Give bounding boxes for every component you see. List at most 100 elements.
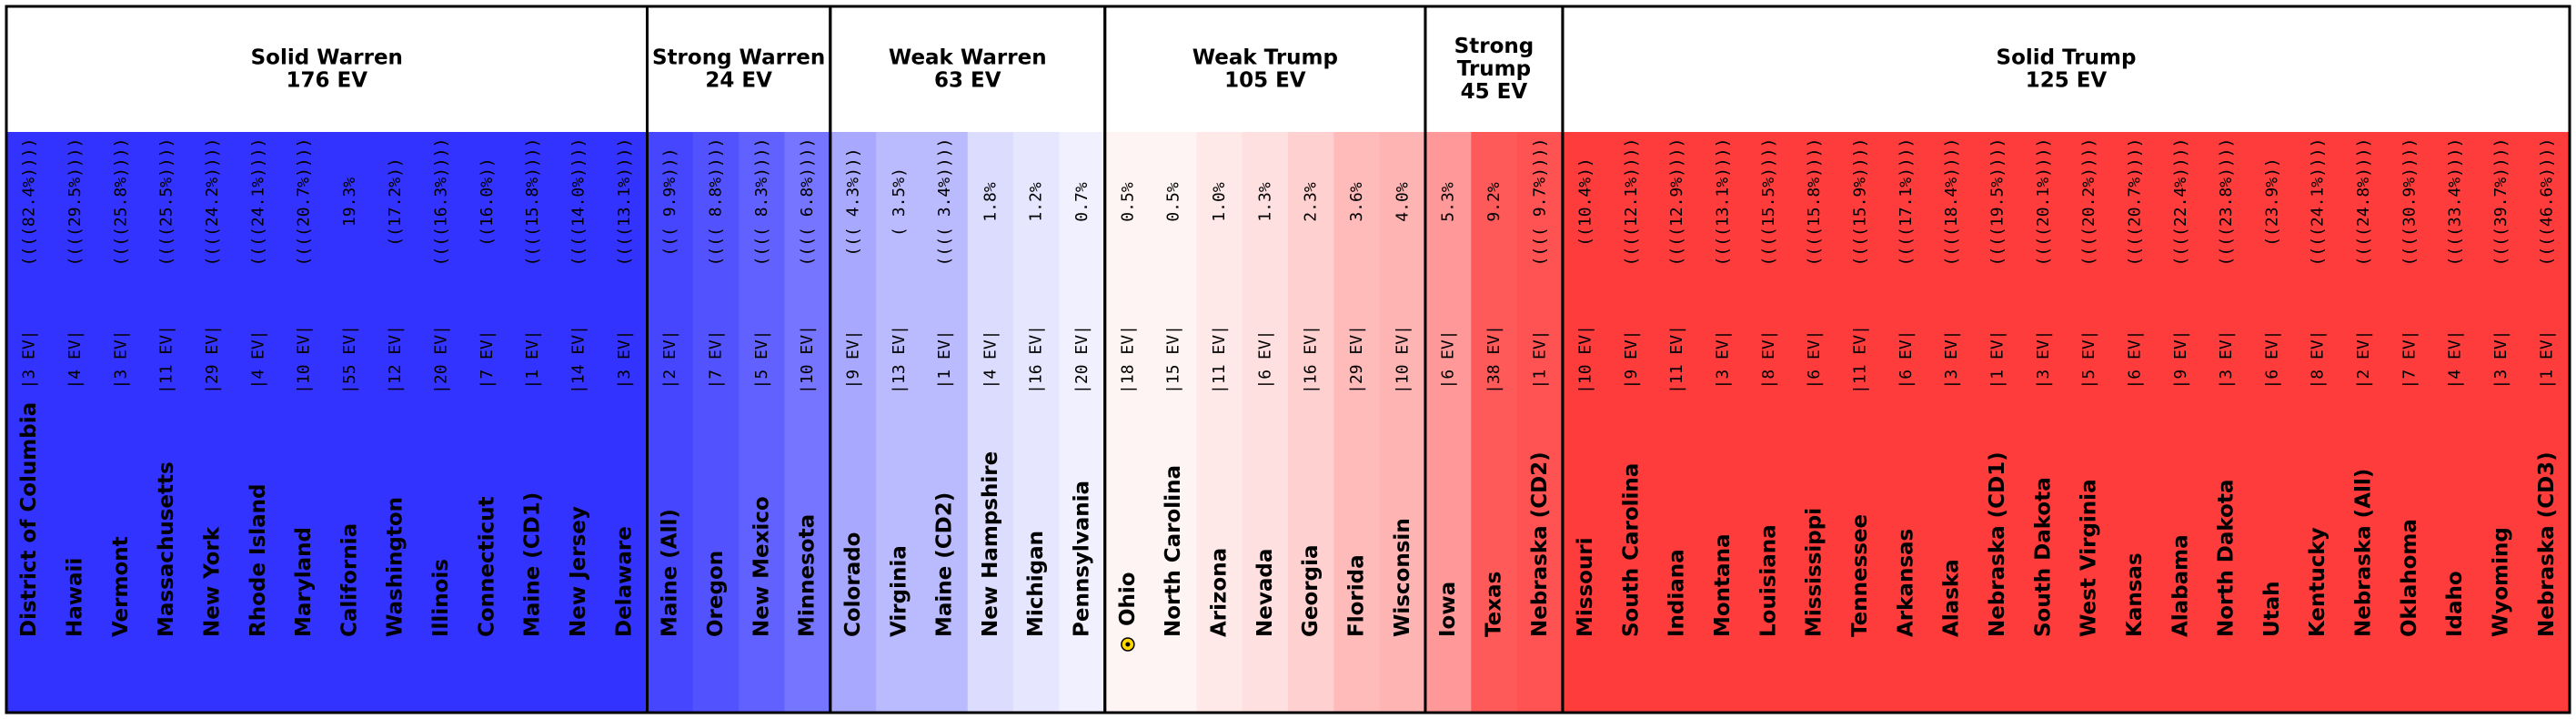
state-bar [2111,132,2158,713]
state-margin-label: ((((17.1%)))) [1897,138,1916,267]
state-bar [2432,132,2479,713]
state-bar [1013,132,1060,713]
ohio-marker-dot [1125,642,1131,647]
state-ev-label: |6 EV| [1439,329,1458,389]
state-bar [876,132,923,713]
state-ev-label: |18 EV| [1118,325,1137,394]
state-ev-label: |3 EV| [111,329,130,389]
state-bar [1699,132,1746,713]
state-margin-label: ((10.4%)) [1576,157,1595,247]
state-name-label: West Virginia [2078,479,2101,637]
state-bar [372,132,419,713]
state-ev-label: |4 EV| [981,329,1000,389]
state-margin-label: 5.3% [1439,182,1458,222]
state-ev-label: |3 EV| [615,329,634,389]
state-ev-label: |11 EV| [157,325,176,394]
state-name-label: Connecticut [475,496,498,637]
state-margin-label: ((((25.5%)))) [157,138,176,267]
state-margin-label: ((((13.1%)))) [1714,138,1733,267]
state-ev-label: |29 EV| [1347,325,1366,394]
state-bar [2295,132,2341,713]
state-ev-label: |6 EV| [1805,329,1824,389]
state-name-label: Iowa [1436,582,1460,637]
state-bar [2066,132,2113,713]
state-name-label: Maryland [292,527,316,637]
state-ev-label: |9 EV| [1622,329,1641,389]
state-bar [1791,132,1838,713]
state-ev-label: |10 EV| [798,325,817,394]
state-margin-label: ((((15.8%)))) [1805,138,1824,267]
state-ev-label: |15 EV| [1164,325,1183,394]
state-name-label: New Jersey [567,506,590,637]
state-bar [2478,132,2525,713]
state-ev-label: |11 EV| [1210,325,1229,394]
state-margin-label: ((((14.0%)))) [569,138,589,267]
state-bar [1196,132,1243,713]
state-name-label: Illinois [429,559,453,637]
state-margin-label: ((((22.4%)))) [2171,138,2190,267]
group-title-line: Strong [1454,35,1535,58]
state-margin-label: ((((46.6%)))) [2537,138,2556,267]
state-ev-label: |14 EV| [569,325,589,394]
state-ev-label: |13 EV| [890,325,909,394]
state-name-label: Vermont [109,536,133,637]
state-bar [418,132,465,713]
state-margin-label: ((((12.9%)))) [1667,138,1686,267]
state-name-label: Maine (CD1) [521,492,545,637]
state-bar [1836,132,1884,713]
state-name-label: Montana [1711,534,1735,637]
group-title-line: Solid Trump [1997,46,2137,70]
state-name-label: Oregon [704,551,728,637]
state-bar [921,132,969,713]
state-bar [2386,132,2433,713]
state-margin-label: ((((23.8%)))) [2217,138,2236,267]
state-name-label: Michigan [1024,531,1048,637]
group-frame [1561,5,2571,714]
group-title: Weak Trump 105 EV [1192,46,1338,93]
state-margin-label: ((((24.8%)))) [2354,138,2373,267]
state-bar [52,132,99,713]
group-title-line: Solid Warren [251,46,403,70]
state-margin-label: (((( 8.8%)))) [706,138,725,267]
state-margin-label: ((( 4.3%))) [843,147,862,256]
group-frames [5,5,2571,714]
state-bar [1059,132,1106,713]
state-bar [784,132,831,713]
state-bar [1379,132,1426,713]
group-title-line: Trump [1457,57,1531,81]
state-ev-label: |3 EV| [1942,329,1961,389]
state-margin-label: (((( 3.4%)))) [935,138,954,267]
state-bar [2523,132,2571,713]
state-name-label: Mississippi [1803,508,1826,637]
state-name-label: Alabama [2168,534,2192,637]
state-margin-label: ((((18.4%)))) [1942,138,1961,267]
state-name-label: Massachusetts [155,461,178,637]
state-name-label: Nebraska (CD2) [1528,451,1552,637]
group-titles: Solid Warren 176 EV Strong Warren 24 EV Weak… [251,35,2137,104]
state-margin-label: (((( 9.7%)))) [1530,138,1549,267]
state-bar [1746,132,1793,713]
state-margin-label: 4.0% [1393,182,1412,222]
state-margin-label: ((((24.1%)))) [2309,138,2328,267]
state-name-label: Colorado [841,532,865,638]
state-bar [2020,132,2068,713]
state-name-label: Indiana [1665,549,1689,637]
state-ev-label: |6 EV| [1255,329,1274,389]
state-ev-label: |3 EV| [2491,329,2511,389]
state-ev-label: |1 EV| [523,329,542,389]
state-bar [2158,132,2205,713]
state-bar [692,132,740,713]
state-margin-label: ((((15.9%)))) [1851,138,1870,267]
state-margin-label: ((((20.7%)))) [295,138,314,267]
state-name-label: Wyoming [2490,527,2513,637]
state-ev-label: |20 EV| [1072,325,1092,394]
state-bar [143,132,190,713]
state-ev-label: |1 EV| [1530,329,1549,389]
state-ev-label: |38 EV| [1484,325,1504,394]
state-ev-label: |7 EV| [706,329,725,389]
state-ev-label: |4 EV| [2446,329,2465,389]
state-name-label: North Dakota [2215,480,2239,637]
state-bar [235,132,282,713]
state-bar [1928,132,1976,713]
